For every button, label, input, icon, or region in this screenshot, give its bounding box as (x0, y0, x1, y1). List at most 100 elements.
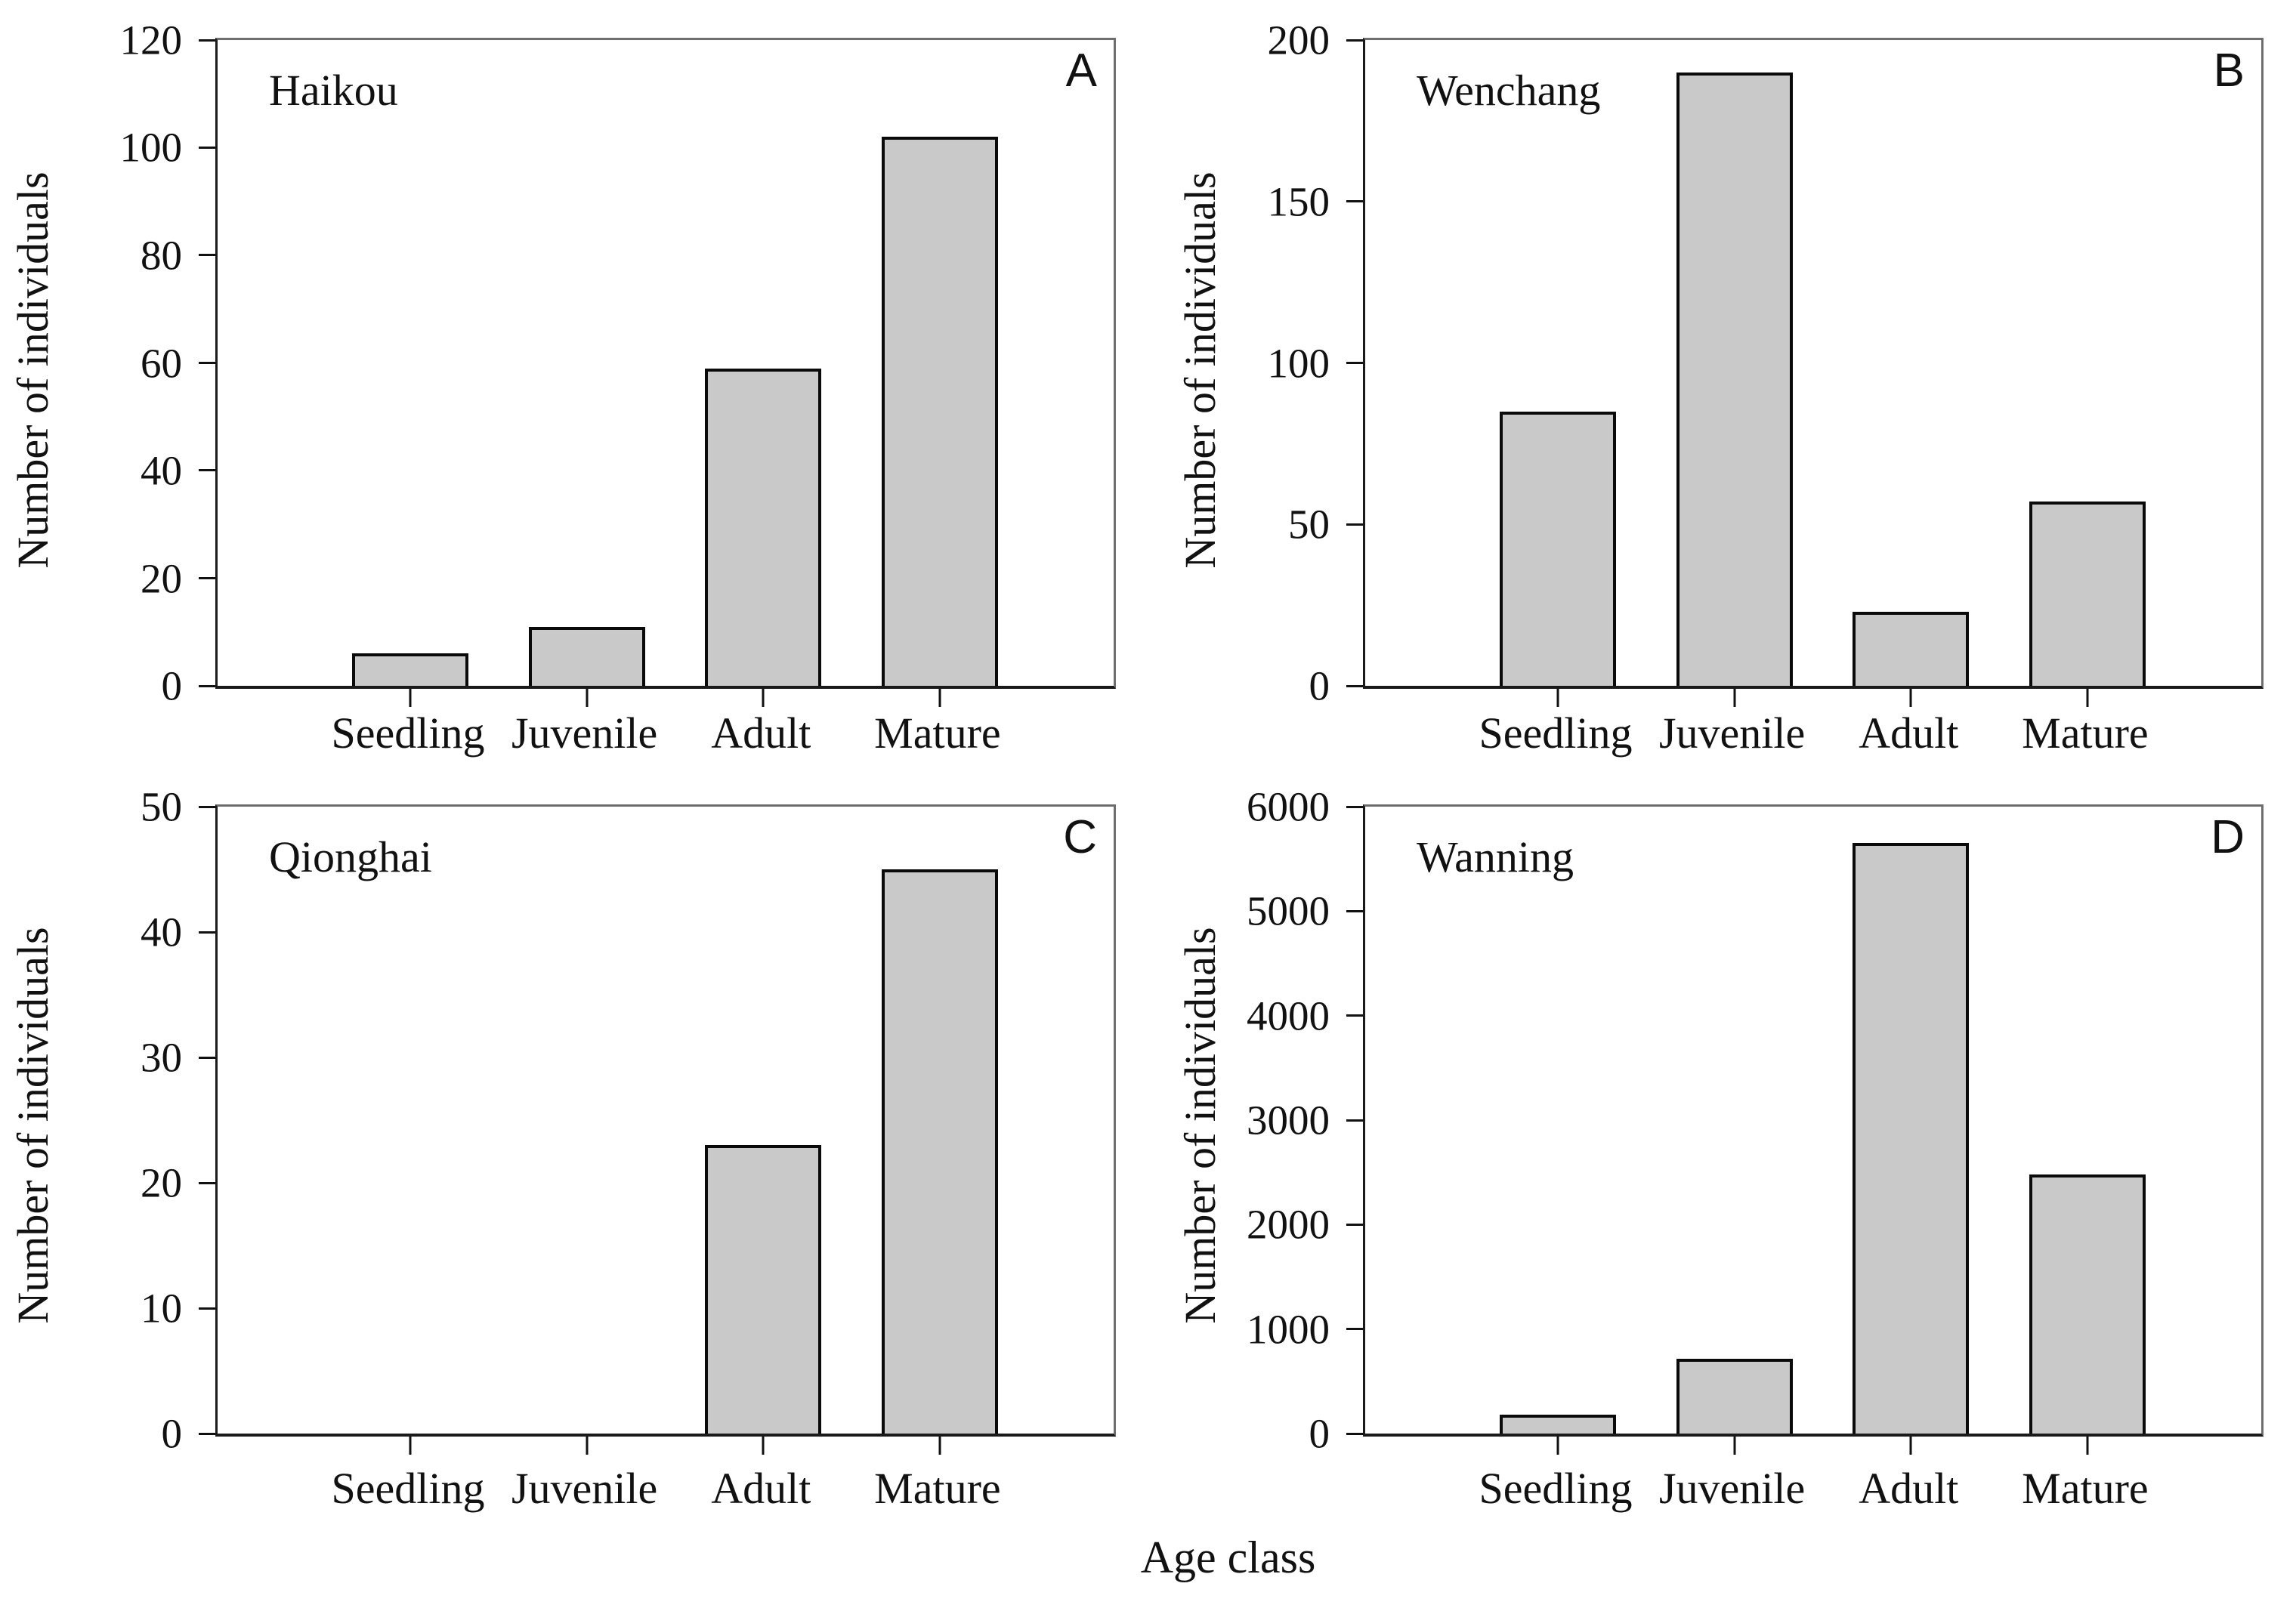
x-tick-label-adult: Adult (1859, 1464, 1959, 1513)
x-tick-juvenile (586, 1437, 589, 1455)
y-axis-label-qionghai: Number of individuals (8, 927, 57, 1324)
y-tick-label-20: 20 (141, 1159, 182, 1206)
x-tick-labels-qionghai: Seedling Juvenile Adult Mature (215, 1467, 1111, 1527)
bar-seedling (351, 653, 469, 686)
y-tick-50 (199, 805, 215, 808)
x-tick-label-seedling: Seedling (331, 708, 485, 758)
y-tick-label-120: 120 (119, 17, 183, 63)
y-tick-label-1000: 1000 (1247, 1306, 1330, 1353)
y-tick-20 (199, 1181, 215, 1184)
site-label-wanning: Wanning (1417, 832, 1574, 881)
y-tick-label-0: 0 (161, 1410, 183, 1457)
y-tick-0 (1346, 684, 1363, 687)
x-tick-adult (1909, 1437, 1912, 1455)
y-tick-6000 (1346, 805, 1363, 808)
y-tick-label-5000: 5000 (1247, 887, 1330, 934)
y-tick-label-50: 50 (1288, 501, 1330, 548)
panel-letter-b: B (2213, 45, 2245, 97)
x-tick-mature (2086, 1437, 2089, 1455)
bar-juvenile (1676, 1359, 1793, 1434)
y-tick-label-6000: 6000 (1247, 783, 1330, 830)
y-tick-label-20: 20 (141, 555, 182, 601)
bar-adult (705, 368, 822, 686)
x-tick-adult (762, 1437, 765, 1455)
panel-qionghai: Number of individuals Qionghai C 0 10 20 30… (0, 786, 1148, 1529)
plot-area-qionghai: Qionghai C 0 10 20 30 40 50 (141, 786, 1116, 1455)
x-tick-label-juvenile: Juvenile (1658, 708, 1806, 758)
x-tick-labels-wanning: Seedling Juvenile Adult Mature (1363, 1467, 2259, 1527)
y-tick-1000 (1346, 1328, 1363, 1331)
x-tick-juvenile (1733, 689, 1736, 707)
panel-wanning: Number of individuals Wanning D 0 1000 200… (1148, 786, 2296, 1529)
y-tick-100 (1346, 362, 1363, 364)
bar-seedling (1499, 1415, 1617, 1434)
y-tick-label-10: 10 (141, 1285, 182, 1332)
x-tick-label-seedling: Seedling (331, 1464, 485, 1513)
panel-wenchang: Number of individuals Wenchang B 0 50 100 1… (1148, 0, 2296, 786)
y-tick-120 (199, 39, 215, 42)
plot-area-wenchang: Wenchang B 0 50 100 150 200 (1268, 20, 2264, 707)
y-tick-4000 (1346, 1014, 1363, 1017)
y-tick-label-100: 100 (1267, 340, 1330, 386)
y-tick-label-0: 0 (1309, 1410, 1330, 1457)
x-tick-label-seedling: Seedling (1479, 1464, 1633, 1513)
y-tick-30 (199, 1056, 215, 1059)
x-tick-label-mature: Mature (2022, 708, 2149, 758)
x-tick-label-mature: Mature (874, 708, 1001, 758)
x-tick-label-juvenile: Juvenile (511, 708, 658, 758)
y-tick-label-4000: 4000 (1247, 992, 1330, 1039)
y-tick-3000 (1346, 1119, 1363, 1122)
bar-adult (1853, 843, 1970, 1434)
bar-juvenile (528, 626, 645, 686)
x-tick-labels-wenchang: Seedling Juvenile Adult Mature (1363, 711, 2259, 772)
panel-letter-d: D (2211, 811, 2245, 863)
y-tick-label-60: 60 (141, 340, 182, 386)
y-tick-40 (199, 469, 215, 472)
x-tick-juvenile (1733, 1437, 1736, 1455)
y-tick-label-40: 40 (141, 909, 182, 955)
y-tick-label-2000: 2000 (1247, 1201, 1330, 1248)
y-tick-2000 (1346, 1223, 1363, 1226)
y-tick-label-100: 100 (119, 124, 183, 171)
bar-adult (1853, 611, 1970, 686)
x-axis-title: Age class (1140, 1532, 1316, 1582)
y-tick-5000 (1346, 909, 1363, 912)
x-tick-label-seedling: Seedling (1479, 708, 1633, 758)
y-tick-label-0: 0 (1309, 662, 1330, 709)
x-tick-adult (1909, 689, 1912, 707)
x-tick-adult (762, 689, 765, 707)
y-tick-label-50: 50 (141, 783, 182, 830)
site-label-qionghai: Qionghai (269, 832, 432, 881)
y-tick-label-40: 40 (141, 447, 182, 494)
y-tick-10 (199, 1307, 215, 1310)
bar-mature (2029, 1174, 2146, 1434)
x-tick-label-juvenile: Juvenile (1658, 1464, 1806, 1513)
y-tick-0 (199, 1432, 215, 1435)
panel-haikou: Number of individuals Haikou A 0 20 40 60 80… (0, 0, 1148, 786)
y-tick-60 (199, 362, 215, 364)
x-tick-label-adult: Adult (1859, 708, 1959, 758)
y-tick-150 (1346, 200, 1363, 203)
bar-mature (2029, 502, 2146, 686)
x-tick-juvenile (586, 689, 589, 707)
x-tick-seedling (1556, 1437, 1559, 1455)
bar-seedling (1499, 411, 1617, 686)
y-tick-80 (199, 254, 215, 257)
y-tick-20 (199, 577, 215, 579)
x-tick-mature (2086, 689, 2089, 707)
x-tick-labels-haikou: Seedling Juvenile Adult Mature (215, 711, 1111, 772)
y-tick-label-150: 150 (1267, 178, 1330, 225)
panel-letter-a: A (1065, 45, 1097, 97)
x-tick-seedling (1556, 689, 1559, 707)
plot-area-haikou: Haikou A 0 20 40 60 80 100 120 (120, 20, 1116, 707)
bar-mature (881, 137, 998, 686)
plot-area-wanning: Wanning D 0 1000 2000 3000 4000 5000 6000 (1247, 786, 2264, 1455)
site-label-wenchang: Wenchang (1417, 66, 1601, 115)
y-tick-0 (199, 684, 215, 687)
x-tick-label-adult: Adult (711, 1464, 811, 1513)
x-tick-seedling (409, 1437, 412, 1455)
y-tick-100 (199, 146, 215, 149)
bar-adult (705, 1145, 822, 1434)
x-tick-label-juvenile: Juvenile (511, 1464, 658, 1513)
